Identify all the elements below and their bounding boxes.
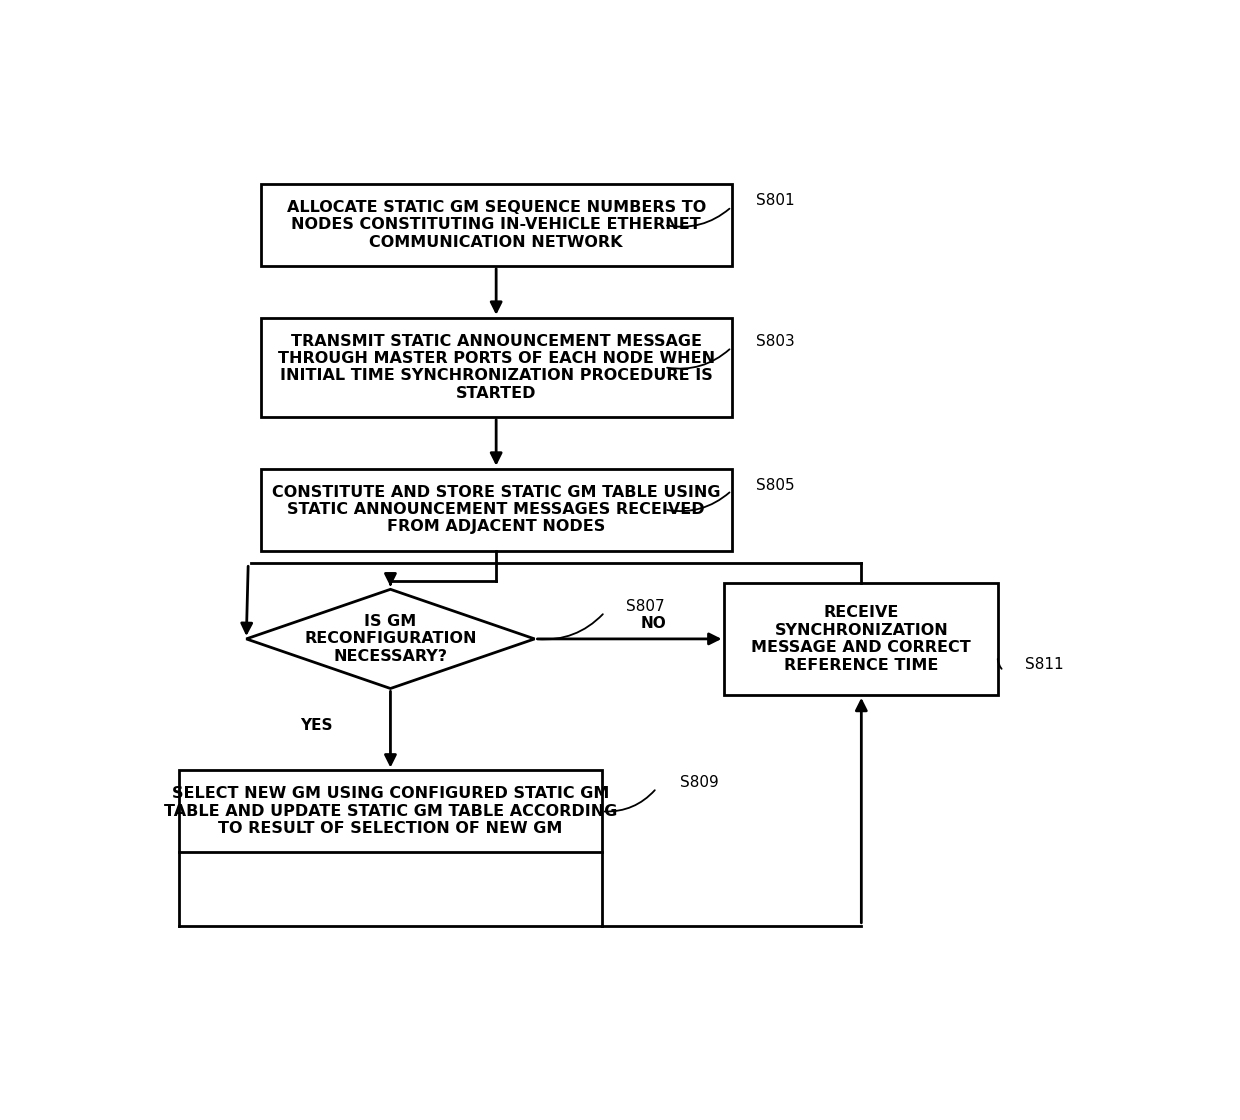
Text: YES: YES — [300, 718, 332, 732]
Text: S807: S807 — [626, 599, 665, 615]
Text: ALLOCATE STATIC GM SEQUENCE NUMBERS TO
NODES CONSTITUTING IN-VEHICLE ETHERNET
CO: ALLOCATE STATIC GM SEQUENCE NUMBERS TO N… — [286, 200, 706, 250]
Text: S805: S805 — [755, 478, 795, 493]
FancyBboxPatch shape — [260, 184, 732, 265]
FancyBboxPatch shape — [260, 468, 732, 551]
Text: SELECT NEW GM USING CONFIGURED STATIC GM
TABLE AND UPDATE STATIC GM TABLE ACCORD: SELECT NEW GM USING CONFIGURED STATIC GM… — [164, 786, 618, 837]
Text: S801: S801 — [755, 194, 795, 208]
Text: S811: S811 — [1024, 657, 1064, 672]
Text: RECEIVE
SYNCHRONIZATION
MESSAGE AND CORRECT
REFERENCE TIME: RECEIVE SYNCHRONIZATION MESSAGE AND CORR… — [751, 605, 971, 672]
Text: CONSTITUTE AND STORE STATIC GM TABLE USING
STATIC ANNOUNCEMENT MESSAGES RECEIVED: CONSTITUTE AND STORE STATIC GM TABLE USI… — [272, 485, 720, 534]
FancyBboxPatch shape — [179, 771, 601, 852]
Polygon shape — [247, 589, 534, 689]
Text: NO: NO — [640, 616, 666, 631]
Text: S803: S803 — [755, 334, 795, 348]
FancyBboxPatch shape — [724, 582, 998, 694]
Text: TRANSMIT STATIC ANNOUNCEMENT MESSAGE
THROUGH MASTER PORTS OF EACH NODE WHEN
INIT: TRANSMIT STATIC ANNOUNCEMENT MESSAGE THR… — [278, 334, 714, 401]
Text: IS GM
RECONFIGURATION
NECESSARY?: IS GM RECONFIGURATION NECESSARY? — [304, 614, 476, 664]
FancyBboxPatch shape — [260, 318, 732, 417]
Text: S809: S809 — [680, 775, 718, 791]
